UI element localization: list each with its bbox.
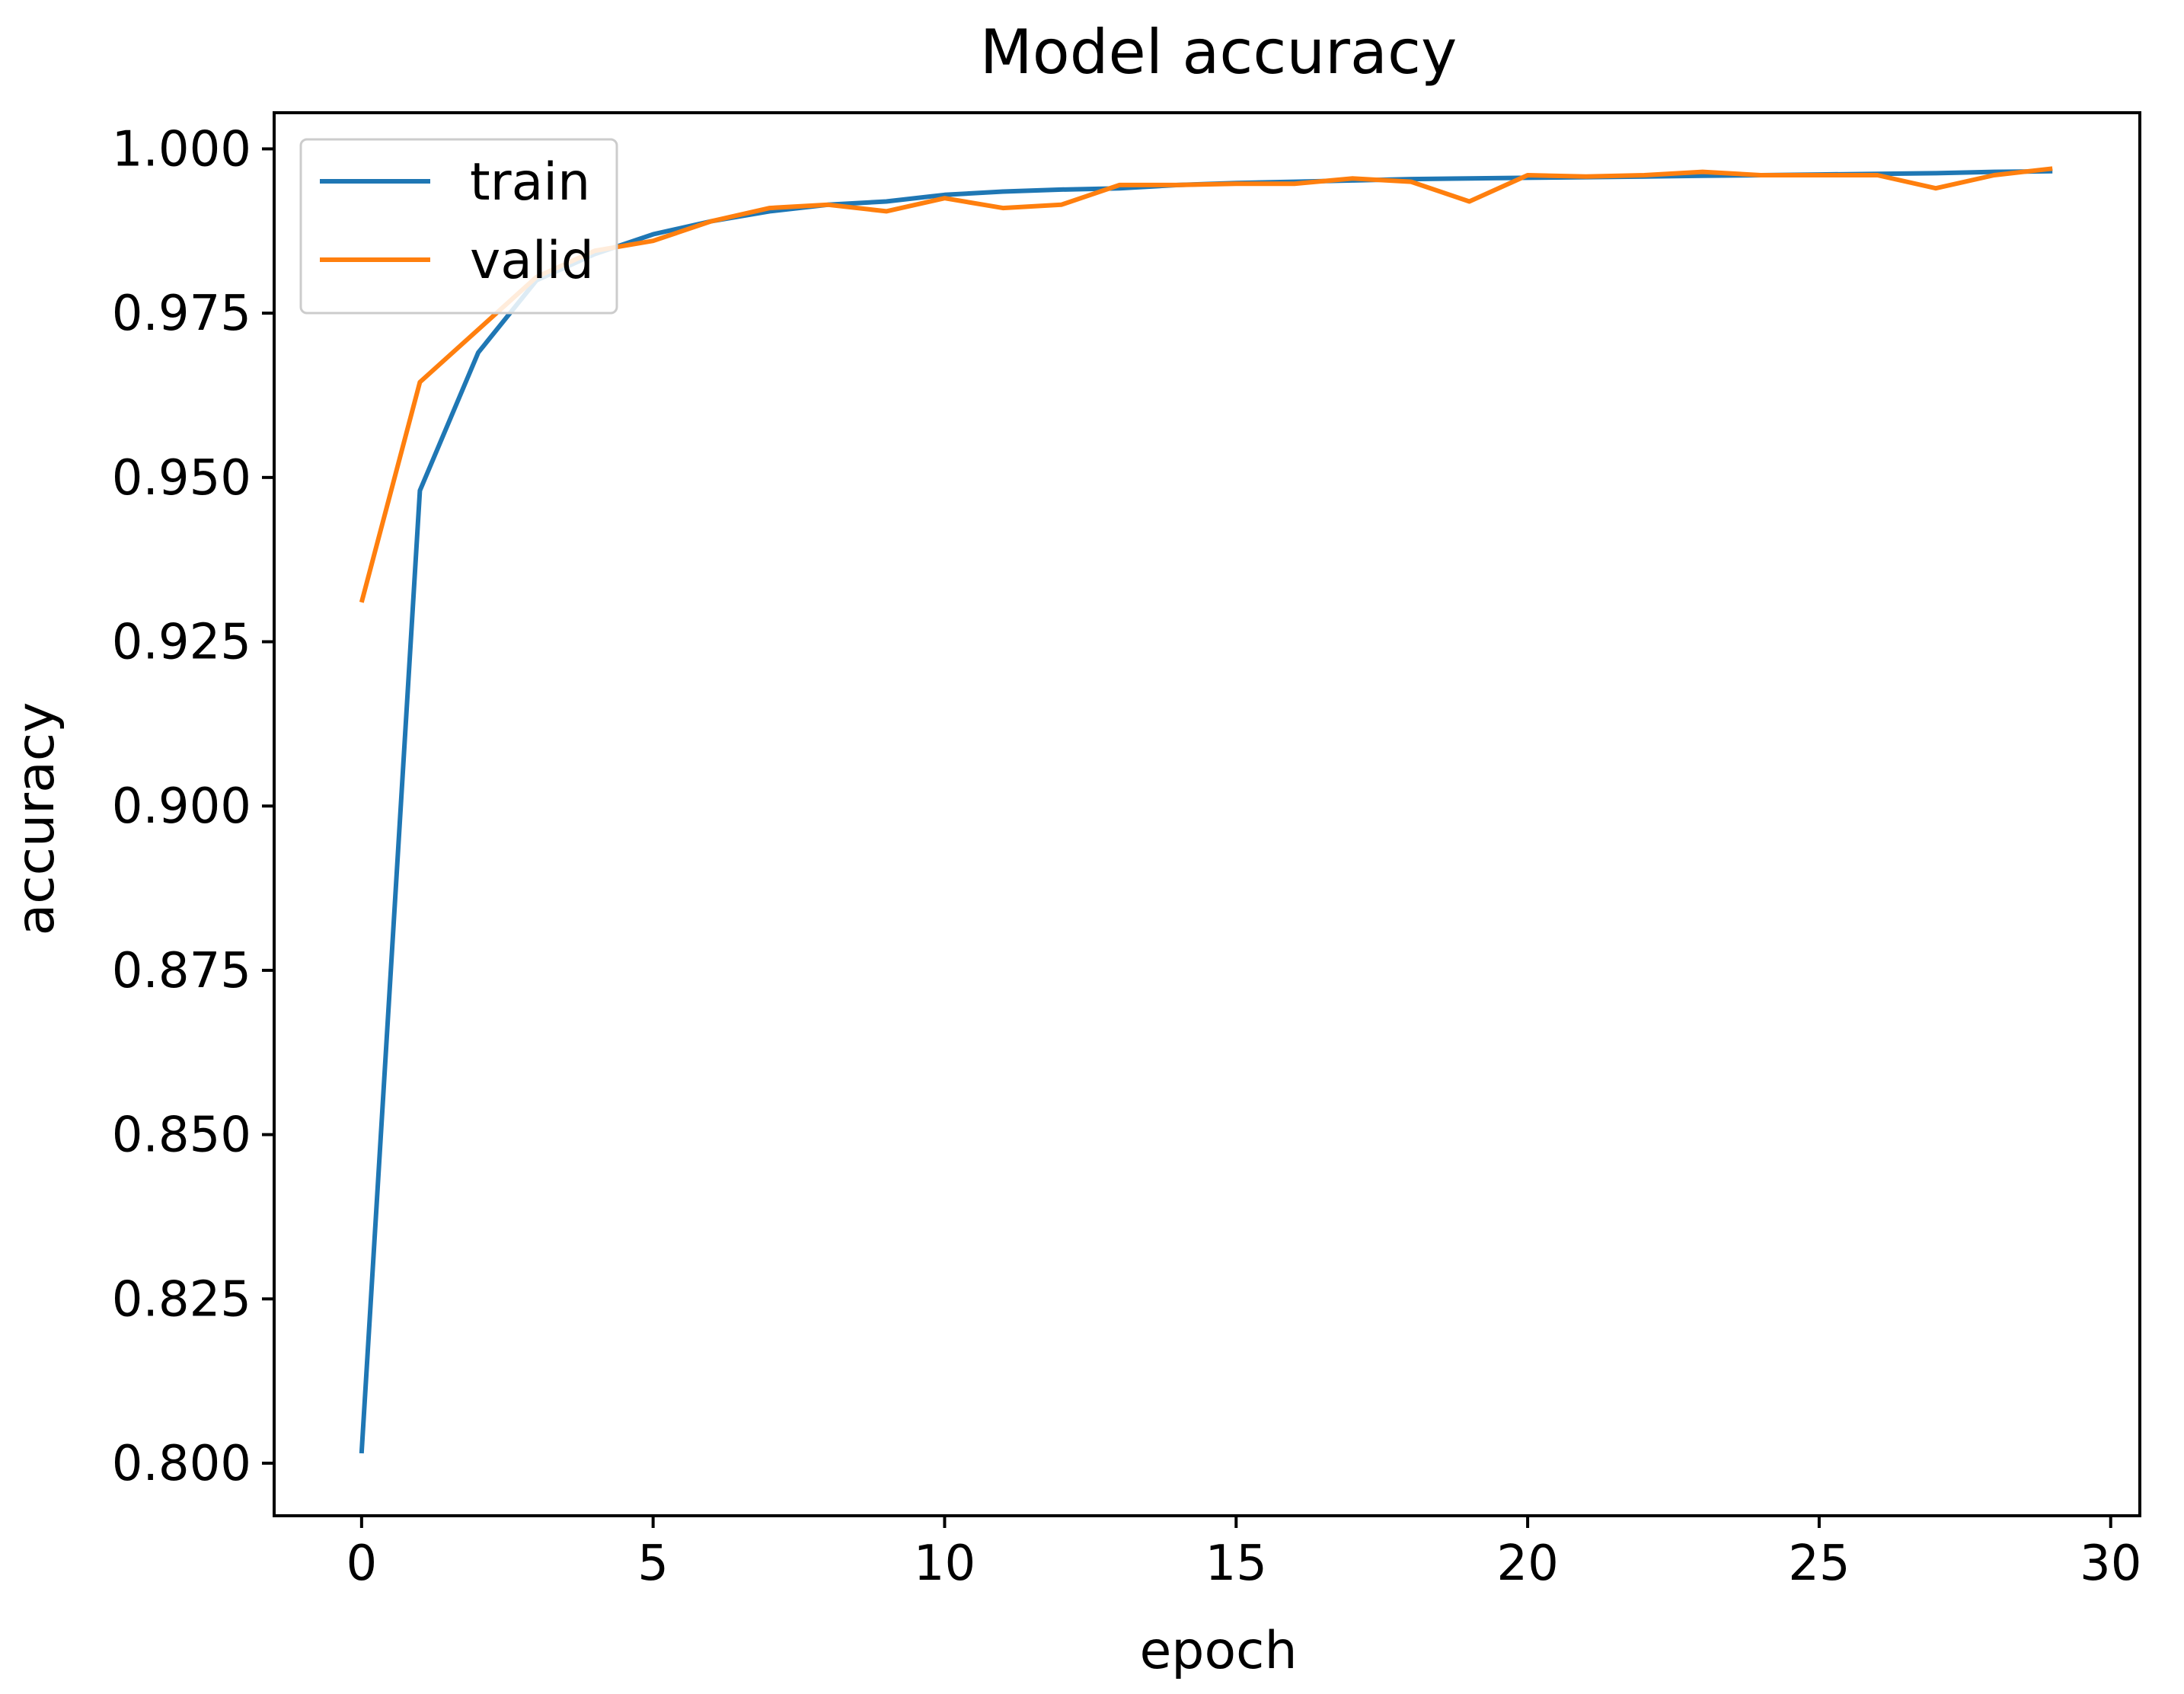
y-axis-label: accuracy (6, 702, 66, 936)
legend: train valid (299, 138, 618, 315)
x-tick-label: 20 (1496, 1536, 1558, 1592)
y-tick-label: 0.925 (112, 615, 251, 671)
y-tick-label: 1.000 (112, 121, 251, 177)
x-tick-label: 0 (346, 1536, 377, 1592)
series-line-valid (359, 166, 2053, 603)
plot-frame (273, 111, 2141, 1517)
series-line-train (359, 168, 2053, 1454)
y-tick-label: 0.850 (112, 1107, 251, 1164)
x-axis-label: epoch (1139, 1621, 1297, 1681)
y-tick-label: 0.825 (112, 1271, 251, 1328)
legend-label-train: train (470, 152, 590, 213)
chart-title: Model accuracy (980, 17, 1458, 88)
x-tick-label: 25 (1788, 1536, 1850, 1592)
y-tick-label: 0.800 (112, 1436, 251, 1492)
y-tick-label: 0.875 (112, 943, 251, 999)
y-tick-label: 0.900 (112, 778, 251, 835)
x-tick-label: 30 (2080, 1536, 2141, 1592)
y-tick-label: 0.975 (112, 286, 251, 342)
x-tick-label: 10 (914, 1536, 975, 1592)
x-tick-label: 15 (1205, 1536, 1267, 1592)
legend-label-valid: valid (470, 231, 594, 291)
y-tick-label: 0.950 (112, 450, 251, 507)
x-tick-label: 5 (637, 1536, 669, 1592)
